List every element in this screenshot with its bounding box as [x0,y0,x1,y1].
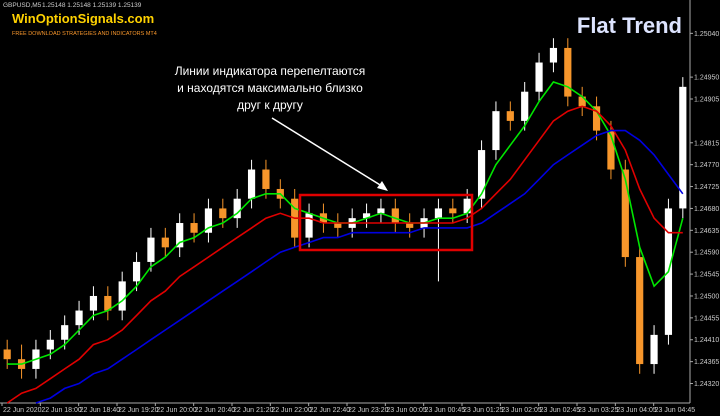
y-tick-label: 1.24725 [694,184,719,191]
x-tick-label: 23 Jun 02:05 [501,407,542,414]
candle-body [89,295,98,311]
annotation: Линии индикатора перепелтаются [175,64,366,78]
x-tick-label: 23 Jun 04:05 [616,407,657,414]
indicator-line [35,129,684,404]
annotation-arrow [271,117,386,189]
candle-body [477,150,486,199]
x-tick-label: 23 Jun 03:25 [578,407,619,414]
candle-body [305,213,313,238]
candle-body [463,198,471,214]
quote: 1.25148 1.25148 1.25139 1.25139 [42,2,142,9]
x-tick-label: 22 Jun 20:00 [156,407,197,414]
symbol: GBPUSD,M5 [3,2,42,9]
candle-body [176,223,184,248]
candle-body [636,257,644,365]
x-tick-label: 22 Jun 21:20 [233,407,274,414]
y-tick-label: 1.24770 [694,162,719,169]
candle-body [46,339,54,350]
x-tick-label: 23 Jun 00:05 [386,407,427,414]
candle-body [190,223,198,233]
candle-body [204,208,213,233]
chart-title: Flat Trend [577,13,682,38]
logo: WinOptionSignals.com [12,11,154,26]
y-tick-label: 1.24365 [694,359,719,366]
candle-body [406,223,414,228]
plot [3,38,687,404]
candle-body [549,47,558,63]
x-tick-label: 22 Jun 19:20 [118,407,159,414]
candle-body [434,208,443,219]
candle-body [132,261,141,282]
candle-body [650,334,658,365]
candle-body [262,169,270,189]
x-tick-label: 23 Jun 00:45 [425,407,466,414]
candle-body [161,237,169,248]
candle-body [391,208,399,224]
arrow-head [377,181,388,191]
annotation: друг к другу [237,98,303,112]
candle-body [449,208,457,214]
y-tick-label: 1.24410 [694,337,719,344]
x-tick-label: 22 Jun 22:00 [271,407,312,414]
x-tick-label: 22 Jun 23:20 [348,407,389,414]
candle-body [147,237,155,262]
candle-body [578,96,586,107]
candle-body [592,106,601,131]
y-tick-label: 1.25040 [694,31,719,38]
indicator-line [6,105,683,404]
candle-body [679,86,687,209]
candle-body [362,213,371,219]
candle-body [621,169,629,258]
x-tick-label: 22 Jun 22:40 [310,407,351,414]
y-tick-label: 1.24455 [694,315,719,322]
candle-body [233,198,241,219]
candle-body [219,208,227,219]
candle-body [492,111,500,151]
candle-body [61,325,69,340]
highlight-box [298,193,474,252]
candle-body [506,111,514,121]
x-tick-label: 23 Jun 04:45 [655,407,696,414]
x-tick-label: 23 Jun 01:25 [463,407,504,414]
candle-body [104,295,112,311]
candle-body [564,47,572,97]
candle-body [334,223,342,228]
candle-body [535,62,543,92]
x-tick-label: 22 Jun 18:40 [80,407,121,414]
y-tick-label: 1.24320 [694,381,719,388]
candle-body [521,91,529,121]
candle-body [247,169,256,199]
y-tick-label: 1.24680 [694,206,719,213]
y-tick-label: 1.24905 [694,97,719,104]
y-tick-label: 1.24545 [694,272,719,279]
tagline: FREE DOWNLOAD STRATEGIES AND INDICATORS … [12,31,157,37]
y-tick-label: 1.24815 [694,140,719,147]
y-tick-label: 1.24590 [694,250,719,257]
x-tick-label: 22 Jun 20:40 [195,407,236,414]
x-tick-label: 23 Jun 02:45 [540,407,581,414]
candle-body [75,310,83,326]
candle-body [118,281,126,311]
annotation: и находятся максимально близко [177,81,363,95]
x-tick-label: 22 Jun 2020 [3,407,42,414]
y-tick-label: 1.24500 [694,293,719,300]
y-tick-label: 1.24950 [694,75,719,82]
candle-body [377,208,385,214]
y-tick-label: 1.24635 [694,228,719,235]
x-tick-label: 22 Jun 18:00 [41,407,82,414]
candle-body [607,130,615,170]
candle-body [3,349,11,360]
